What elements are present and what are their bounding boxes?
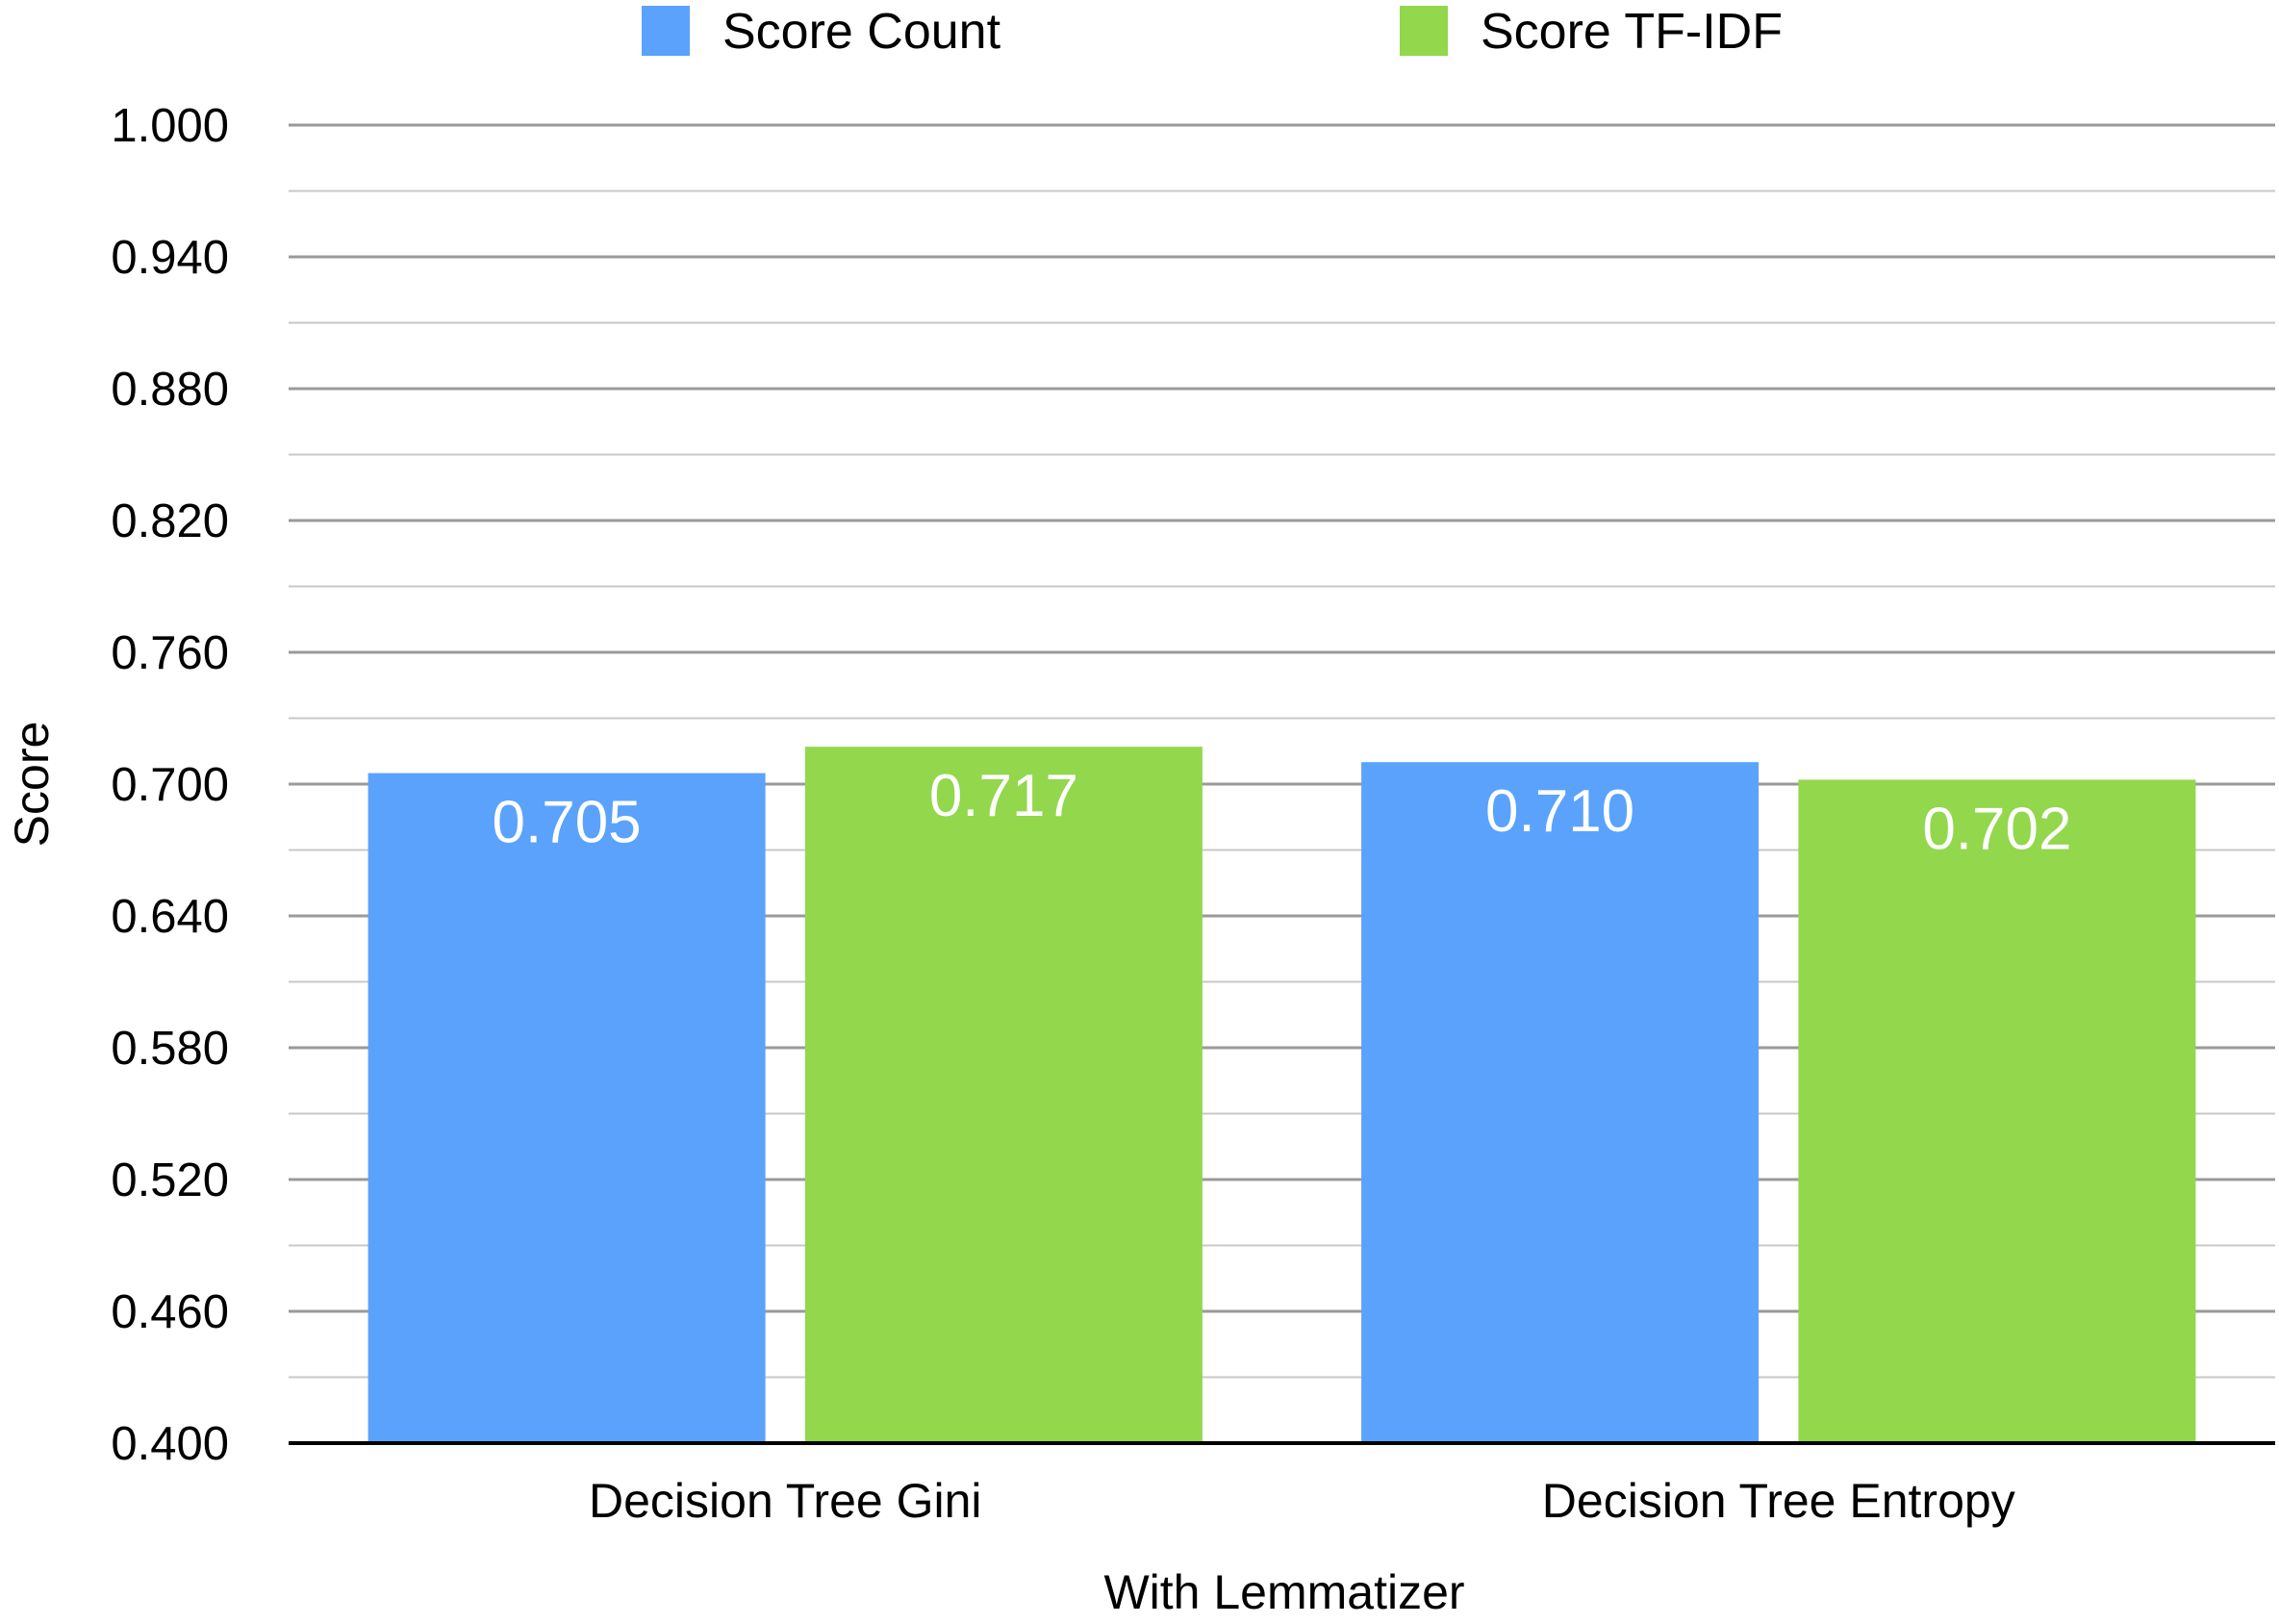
y-tick-label: 0.400 xyxy=(111,1418,229,1470)
bar-score-count-1 xyxy=(1361,762,1760,1443)
y-tick-label: 0.820 xyxy=(111,495,229,547)
legend-swatch xyxy=(642,6,690,56)
data-label: 0.710 xyxy=(1485,778,1634,845)
bar-score-tf-idf-1 xyxy=(1798,779,2196,1443)
y-tick-label: 0.520 xyxy=(111,1155,229,1206)
bar-score-tf-idf-0 xyxy=(804,747,1203,1443)
y-axis-title: Score xyxy=(5,722,59,848)
bar-score-count-0 xyxy=(367,773,766,1443)
y-tick-label: 0.880 xyxy=(111,364,229,416)
legend-swatch xyxy=(1400,6,1448,56)
legend-label: Score Count xyxy=(722,4,1001,60)
legend: Score Count Score TF-IDF xyxy=(642,4,1783,60)
y-tick-label: 1.000 xyxy=(111,100,229,152)
y-tick-label: 0.460 xyxy=(111,1286,229,1338)
data-label: 0.717 xyxy=(929,763,1078,829)
data-label: 0.702 xyxy=(1922,796,2071,862)
y-tick-label: 0.940 xyxy=(111,232,229,284)
data-labels: 0.705 0.710 0.717 0.702 xyxy=(493,763,2072,862)
legend-label: Score TF-IDF xyxy=(1481,4,1783,60)
bars xyxy=(367,747,2196,1443)
data-label: 0.705 xyxy=(493,790,642,856)
x-axis-title: With Lemmatizer xyxy=(1103,1565,1464,1619)
y-tick-label: 0.580 xyxy=(111,1023,229,1075)
y-tick-label: 0.760 xyxy=(111,627,229,679)
x-axis-category-labels: Decision Tree Gini Decision Tree Entropy xyxy=(589,1474,2015,1528)
x-category-label: Decision Tree Entropy xyxy=(1542,1474,2015,1528)
y-tick-label: 0.700 xyxy=(111,759,229,811)
y-tick-label: 0.640 xyxy=(111,891,229,943)
y-axis-tick-labels: 1.000 0.940 0.880 0.820 0.760 0.700 0.640 0.580… xyxy=(111,100,229,1470)
x-category-label: Decision Tree Gini xyxy=(589,1474,982,1528)
